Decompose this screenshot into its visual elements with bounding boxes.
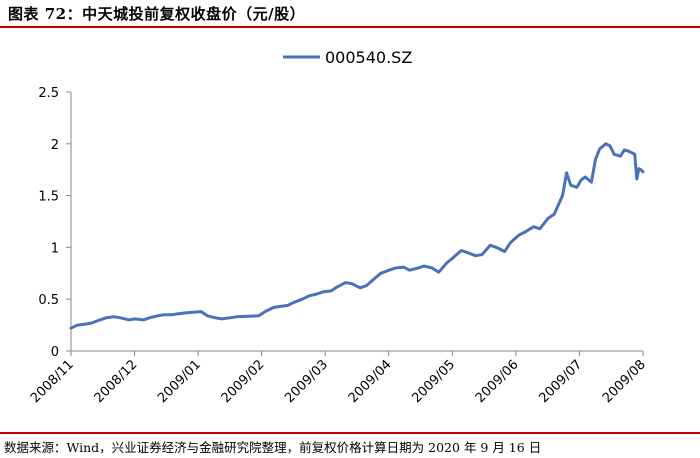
- x-axis: 2008/11 2008/12 2009/01 2009/02 2009/03 2009/…: [28, 350, 649, 406]
- x-tick-label: 2009/02: [219, 357, 268, 406]
- x-tick-label: 2009/01: [155, 357, 204, 406]
- x-tick-label: 2009/03: [282, 357, 331, 406]
- x-tick-label: 2009/05: [409, 357, 458, 406]
- price-line-chart: 000540.SZ 00.511.522.5 2008/11 2008/12 200…: [28, 48, 649, 406]
- y-tick-label: 2.5: [38, 86, 59, 101]
- x-tick-label: 2009/07: [536, 357, 585, 406]
- y-tick-label: 1.5: [38, 190, 59, 205]
- y-tick-label: 1: [51, 241, 59, 256]
- source-note: 数据来源：Wind，兴业证券经济与金融研究院整理，前复权价格计算日期为 2020…: [4, 440, 542, 455]
- series-line-000540: [69, 142, 645, 330]
- y-tick-label: 0: [51, 345, 59, 360]
- chart-legend: 000540.SZ: [283, 48, 412, 67]
- y-axis: 0 0.5 1 1.5 2 2.5: [38, 86, 72, 360]
- footer-rule: [0, 432, 700, 434]
- legend-label: 000540.SZ: [325, 48, 412, 67]
- y-tick-label: 2: [51, 138, 59, 153]
- x-tick-label: 2008/12: [92, 357, 141, 406]
- x-tick-label: 2009/04: [346, 357, 395, 406]
- title-rule: [0, 26, 700, 28]
- figure-title: 图表 72：中天城投前复权收盘价（元/股）: [8, 5, 306, 23]
- y-tick-label: 0.5: [38, 293, 59, 308]
- x-tick-label: 2009/06: [473, 357, 522, 406]
- x-tick-label: 2009/08: [600, 357, 649, 406]
- x-tick-label: 2008/11: [28, 357, 77, 406]
